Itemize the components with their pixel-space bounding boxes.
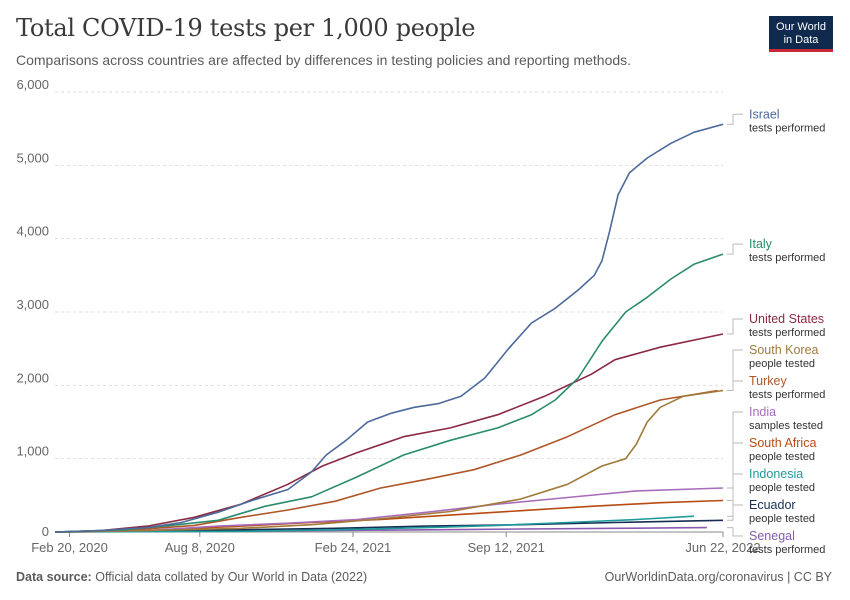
logo-line-2: in Data <box>783 34 819 46</box>
series-line-israel[interactable] <box>54 123 724 533</box>
legend-sublabel: people tested <box>749 513 815 525</box>
y-tick-label: 5,000 <box>16 150 49 165</box>
legend-connector <box>727 527 743 537</box>
chart-grid <box>55 91 723 533</box>
owid-logo[interactable]: Our World in Data <box>769 16 833 52</box>
x-tick-label: Feb 20, 2020 <box>31 540 108 555</box>
legend-connector <box>727 113 743 125</box>
footer-credit-link[interactable]: OurWorldinData.org/coronavirus | CC BY <box>604 570 832 584</box>
y-tick-label: 0 <box>42 524 49 539</box>
legend-name: South Africa <box>749 436 816 450</box>
legend-name: South Korea <box>749 343 819 357</box>
legend-sublabel: tests performed <box>749 389 825 401</box>
line-chart: 0 1,000 2,000 3,000 4,000 5,000 6,000 Feb 20, … <box>16 77 825 556</box>
y-tick-label: 3,000 <box>16 297 49 312</box>
y-tick-label: 1,000 <box>16 444 49 459</box>
chart-subtitle: Comparisons across countries are affecte… <box>16 52 632 68</box>
series-line-indonesia[interactable] <box>54 515 694 533</box>
legend-sublabel: tests performed <box>749 122 825 134</box>
legend-connector <box>727 380 743 391</box>
legend-sublabel: tests performed <box>749 252 825 264</box>
legend-name: Ecuador <box>749 498 796 512</box>
legend-name: Turkey <box>749 374 787 388</box>
legend-connector <box>727 473 743 517</box>
legend-name: Italy <box>749 237 773 251</box>
legend-sublabel: people tested <box>749 358 815 370</box>
legend-name: United States <box>749 312 824 326</box>
series-line-united_states[interactable] <box>54 333 724 533</box>
y-tick-label: 4,000 <box>16 224 49 239</box>
x-tick-label: Aug 8, 2020 <box>165 540 235 555</box>
data-source: Data source: Official data collated by O… <box>16 570 367 584</box>
y-tick-label: 6,000 <box>16 77 49 92</box>
x-tick-label: Sep 12, 2021 <box>468 540 545 555</box>
x-axis-ticks: Feb 20, 2020 Aug 8, 2020 Feb 24, 2021 Sep 1… <box>31 532 761 555</box>
series-line-india[interactable] <box>54 487 724 533</box>
chart-series-lines <box>54 123 724 533</box>
x-tick-label: Feb 24, 2021 <box>315 540 392 555</box>
legend-name: Senegal <box>749 529 795 543</box>
legend-connector <box>727 349 743 391</box>
y-axis-ticks: 0 1,000 2,000 3,000 4,000 5,000 6,000 <box>16 77 49 539</box>
chart-title: Total COVID-19 tests per 1,000 people <box>16 14 476 42</box>
legend-connector <box>727 442 743 501</box>
legend-sublabel: tests performed <box>749 544 825 556</box>
data-source-label: Data source: <box>16 570 92 584</box>
legend-name: Israel <box>749 107 780 121</box>
logo-line-1: Our World <box>776 21 826 33</box>
legend-name: Indonesia <box>749 467 803 481</box>
legend-sublabel: people tested <box>749 451 815 463</box>
series-line-south_korea[interactable] <box>54 389 724 533</box>
y-tick-label: 2,000 <box>16 370 49 385</box>
legend-connector <box>727 318 743 335</box>
legend-sublabel: samples tested <box>749 420 823 432</box>
legend-connector <box>727 243 743 255</box>
legend-sublabel: people tested <box>749 482 815 494</box>
series-line-italy[interactable] <box>54 253 724 533</box>
legend-name: India <box>749 405 776 419</box>
x-tick-label: Jun 22, 2022 <box>685 540 760 555</box>
data-source-text: Official data collated by Our World in D… <box>95 570 368 584</box>
legend-connector <box>727 411 743 489</box>
legend-sublabel: tests performed <box>749 327 825 339</box>
series-line-turkey[interactable] <box>54 389 718 533</box>
legend-connector <box>727 504 743 521</box>
